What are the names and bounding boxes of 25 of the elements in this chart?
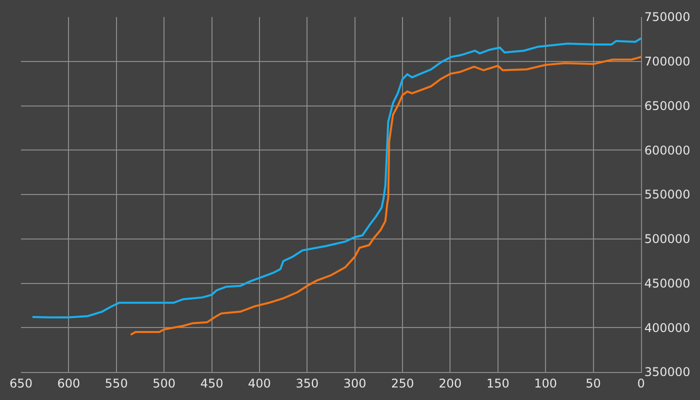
x-tick-label: 250 [391, 376, 414, 390]
y-tick-label: 700000 [644, 54, 690, 69]
x-tick-label: 50 [586, 376, 601, 390]
y-tick-label: 500000 [644, 232, 690, 246]
x-tick-label: 150 [486, 376, 510, 390]
x-tick-label: 100 [534, 376, 558, 390]
x-tick-label: 200 [438, 376, 462, 390]
y-tick-label: 350000 [644, 365, 690, 380]
x-tick-label: 550 [104, 376, 128, 390]
line-series [31, 37, 641, 318]
x-tick-label: 450 [200, 376, 224, 390]
y-tick-label: 600000 [644, 143, 690, 158]
x-tick-label: 500 [152, 376, 176, 390]
y-tick-label: 750000 [644, 10, 690, 24]
x-tick-label: 400 [248, 376, 271, 390]
x-tick-label: 650 [10, 376, 32, 390]
y-tick-label: 650000 [644, 98, 690, 113]
x-tick-label: 0 [637, 376, 645, 390]
line-series [130, 56, 641, 336]
y-tick-label: 550000 [644, 188, 690, 202]
y-tick-label: 400000 [644, 320, 690, 335]
x-tick-label: 300 [343, 376, 366, 390]
x-tick-label: 600 [57, 376, 80, 390]
y-tick-label: 450000 [644, 276, 690, 290]
x-tick-label: 350 [296, 376, 319, 390]
